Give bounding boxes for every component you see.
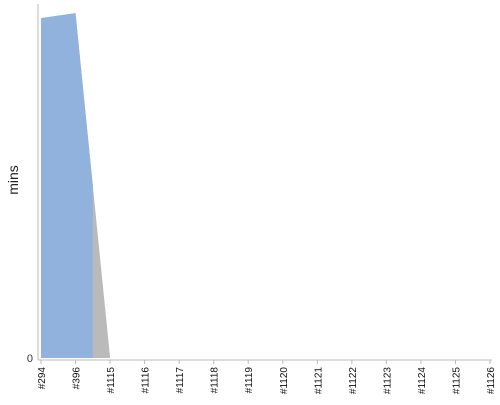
- y-tick-labels: 0: [27, 353, 33, 365]
- x-tick-label: #1118: [210, 367, 221, 394]
- area-series-group: [41, 13, 111, 358]
- area-series-1: [41, 13, 93, 358]
- x-tick-label: #1124: [417, 367, 428, 395]
- x-tick-label: #1122: [348, 367, 359, 395]
- x-tick-label: #1117: [175, 367, 186, 394]
- x-tick-label: #1120: [279, 367, 290, 395]
- x-tick-label: #294: [37, 367, 48, 390]
- x-tick-label: #1115: [106, 367, 117, 394]
- x-tick-label: #1116: [141, 367, 152, 394]
- x-tick-label: #1126: [486, 367, 497, 395]
- x-tick-label: #396: [72, 367, 83, 390]
- x-tick-label: #1125: [451, 367, 462, 395]
- x-tick-label: #1123: [382, 367, 393, 395]
- x-tick-labels: #294 #396 #1115 #1116 #1117 #1118 #1119 #1120 #1…: [37, 360, 497, 394]
- y-tick-label: 0: [27, 353, 33, 365]
- x-tick-label: #1121: [313, 367, 324, 395]
- x-tick-label: #1119: [244, 367, 255, 394]
- y-axis-label: mins: [5, 165, 21, 195]
